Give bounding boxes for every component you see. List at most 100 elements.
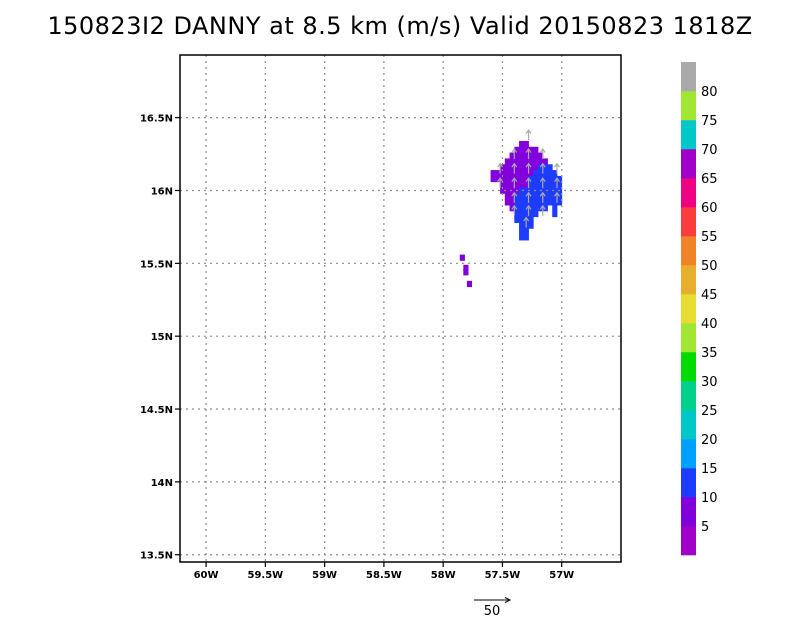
wind-vector [497,177,504,189]
x-axis-ticks: 60W 59.5W 59W 58.5W 58W 57.5W 57W [194,562,574,581]
speed-cell-5-10 [500,181,506,188]
speed-cell-5-10 [463,269,469,276]
wind-vector [511,148,518,160]
speed-cell-5-10 [528,152,534,159]
speed-cell-10-15 [523,234,529,241]
colorbar-segment [681,236,696,266]
wind-vector [539,177,546,189]
speed-cell-10-15 [538,164,544,171]
colorbar-label: 60 [701,201,718,216]
speed-cell-5-10 [500,170,506,177]
speed-cell-5-10 [495,175,501,183]
speed-cell-5-10 [500,187,506,194]
speed-cell-5-10 [514,146,520,154]
y-tick-label: 15.5N [140,259,173,270]
speed-cell-10-15 [514,199,520,206]
speed-cell-10-15 [533,199,539,206]
speed-cell-5-10 [509,199,515,206]
speed-cell-10-15 [542,181,548,188]
colorbar-label: 30 [701,375,718,390]
speed-cell-10-15 [514,210,520,218]
speed-cell-5-10 [509,181,515,188]
speed-cell-5-10 [509,193,515,200]
speed-cell-10-15 [523,228,529,235]
speed-cell-5-10 [533,158,539,165]
colorbar-label: 5 [701,520,709,535]
speed-cell-5-10 [509,164,515,171]
speed-cell-5-10 [514,181,520,188]
colorbar-label: 55 [701,230,718,245]
speed-cell-5-10 [523,181,529,188]
speed-cell-10-15 [519,228,525,235]
speed-cell-5-10 [538,158,544,165]
speed-cell-5-10 [523,146,529,154]
y-tick-label: 15N [151,332,173,343]
speed-cell-5-10 [523,175,529,183]
speed-cell-5-10 [490,175,496,183]
speed-cell-5-10 [523,164,529,171]
colorbar-segment [681,323,696,353]
plot-frame [179,54,622,563]
wind-vector [539,191,546,203]
speed-cell-10-15 [552,187,558,194]
speed-cell-10-15 [523,199,529,206]
speed-cell-10-15 [528,210,534,218]
speed-cell-5-10 [528,170,534,177]
speed-cell-5-10 [519,140,525,148]
colorbar-label: 80 [701,85,718,100]
colorbar-segment [681,265,696,295]
speed-cell-10-15 [556,181,563,188]
wind-vector [539,204,546,216]
speed-cell-10-15 [514,193,520,200]
speed-cell-5-10 [504,199,510,206]
speed-cell-10-15 [519,216,525,223]
speed-cell-5-10 [533,152,539,159]
speed-cell-5-10 [514,158,520,165]
y-tick-label: 16N [151,186,173,197]
wind-vector [525,148,532,160]
colorbar-segment [681,352,696,382]
speed-cell-5-10 [509,152,515,159]
speed-cell-5-10 [504,164,510,171]
speed-cell-5-10 [523,152,529,159]
colorbar-label: 20 [701,433,718,448]
colorbar-label: 45 [701,288,718,303]
speed-cell-10-15 [533,205,539,212]
reference-vector: 50 [474,597,512,618]
speed-cell-10-15 [523,193,529,200]
colorbar-label: 75 [701,114,718,129]
speed-cell-5-10 [514,175,520,183]
speed-cell-5-10 [514,152,520,159]
speed-cell-10-15 [556,199,563,206]
speed-cell-10-15 [547,181,553,188]
speed-cell-10-15 [528,175,534,183]
x-tick-label: 59.5W [248,570,284,581]
speed-cell-10-15 [533,181,539,188]
speed-cell-10-15 [533,210,539,218]
speed-cell-5-10 [504,187,510,194]
y-tick-label: 14N [151,478,173,489]
x-tick-label: 58.5W [366,570,402,581]
speed-cell-5-10 [463,264,469,272]
speed-cell-10-15 [552,199,558,206]
speed-cell-10-15 [552,193,558,200]
speed-cell-10-15 [514,216,520,223]
wind-vector [553,162,560,174]
speed-cell-10-15 [547,187,553,194]
reference-vector-label: 50 [484,604,501,618]
colorbar-segment [681,149,696,179]
speed-cell-10-15 [542,193,548,200]
x-tick-label: 57W [549,570,574,581]
wind-vector [511,204,518,216]
speed-cell-10-15 [556,193,563,200]
speed-cell-5-10 [514,164,520,171]
chart-title: 150823I2 DANNY at 8.5 km (m/s) Valid 201… [47,12,753,40]
colorbar: 5 10 15 20 25 30 35 40 45 50 55 60 65 70 75 80 [681,62,718,556]
speed-cell-10-15 [519,193,525,200]
speed-cell-10-15 [538,199,544,206]
speed-cell-5-10 [533,164,539,171]
speed-cell-5-10 [519,181,525,188]
x-tick-label: 60W [194,570,219,581]
speed-cell-5-10 [509,158,515,165]
colorbar-segment [681,207,696,237]
